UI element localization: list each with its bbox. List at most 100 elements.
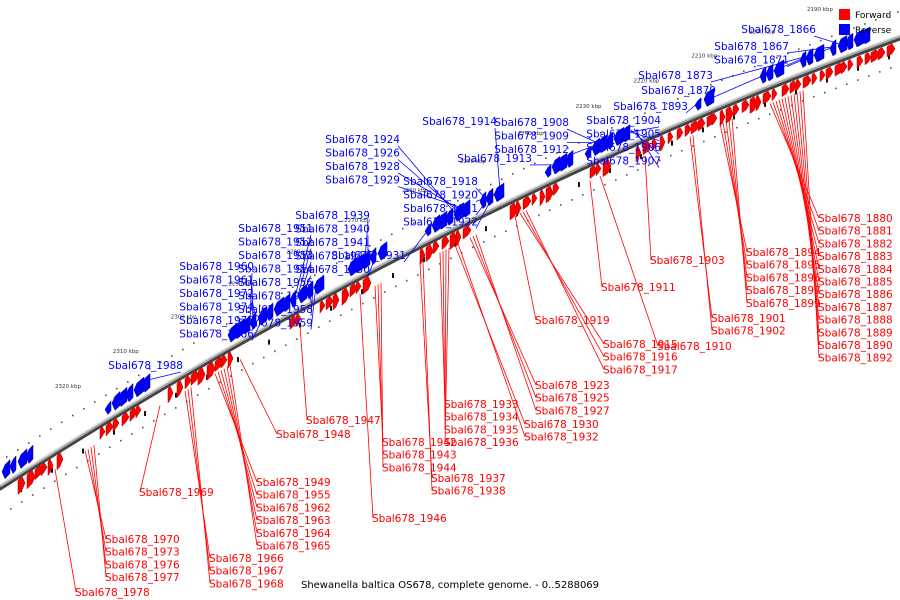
forward-gene-block[interactable]: [762, 90, 772, 105]
reverse-gene-block[interactable]: [297, 283, 308, 304]
reverse-gene-block[interactable]: [445, 207, 454, 226]
forward-gene-block[interactable]: [781, 83, 790, 98]
forward-gene-block[interactable]: [886, 43, 896, 58]
gene-label-sbal678-1886[interactable]: Sbal678_1886: [818, 289, 893, 301]
gene-label-sbal678-1933[interactable]: Sbal678_1933: [444, 399, 519, 411]
reverse-gene-block[interactable]: [437, 210, 448, 230]
reverse-gene-block[interactable]: [104, 400, 112, 415]
reverse-gene-block[interactable]: [265, 302, 274, 322]
forward-gene-block[interactable]: [749, 96, 758, 114]
reverse-gene-block[interactable]: [805, 48, 814, 66]
gene-label-sbal678-1975[interactable]: Sbal678_1975: [179, 315, 254, 327]
reverse-gene-block[interactable]: [233, 318, 245, 340]
forward-gene-block[interactable]: [325, 295, 334, 311]
gene-label-sbal678-1896[interactable]: Sbal678_1896: [746, 272, 821, 284]
gene-label-sbal678-1920[interactable]: Sbal678_1920: [403, 190, 478, 202]
gene-label-sbal678-1948[interactable]: Sbal678_1948: [276, 429, 351, 441]
forward-gene-block[interactable]: [725, 106, 734, 124]
reverse-gene-block[interactable]: [605, 131, 614, 150]
gene-label-sbal678-1923[interactable]: Sbal678_1923: [535, 380, 610, 392]
gene-label-sbal678-1911[interactable]: Sbal678_1911: [601, 282, 676, 294]
forward-gene-block[interactable]: [425, 243, 434, 263]
gene-label-sbal678-1892[interactable]: Sbal678_1892: [818, 353, 893, 365]
reverse-gene-block[interactable]: [1, 459, 11, 480]
gene-label-sbal678-1966[interactable]: Sbal678_1966: [209, 553, 284, 565]
forward-gene-block[interactable]: [595, 163, 602, 177]
forward-gene-block[interactable]: [732, 103, 740, 117]
forward-gene-block[interactable]: [690, 120, 700, 135]
gene-label-sbal678-1929[interactable]: Sbal678_1929: [325, 175, 400, 187]
gene-label-sbal678-1890[interactable]: Sbal678_1890: [818, 340, 893, 352]
gene-label-sbal678-1940[interactable]: Sbal678_1940: [295, 224, 370, 236]
reverse-gene-block[interactable]: [861, 26, 871, 45]
forward-gene-block[interactable]: [840, 61, 848, 75]
forward-gene-block[interactable]: [819, 69, 826, 83]
gene-label-sbal678-1941[interactable]: Sbal678_1941: [295, 237, 370, 249]
reverse-gene-block[interactable]: [424, 222, 432, 237]
forward-gene-block[interactable]: [676, 127, 684, 141]
forward-gene-block[interactable]: [99, 426, 106, 441]
gene-label-sbal678-1949[interactable]: Sbal678_1949: [256, 477, 331, 489]
gene-label-sbal678-1903[interactable]: Sbal678_1903: [650, 255, 725, 267]
forward-gene-block[interactable]: [552, 182, 560, 197]
reverse-gene-block[interactable]: [305, 280, 314, 300]
gene-label-sbal678-1950[interactable]: Sbal678_1950: [295, 264, 370, 276]
forward-gene-block[interactable]: [667, 131, 674, 145]
reverse-gene-block[interactable]: [703, 87, 715, 107]
reverse-gene-block[interactable]: [347, 256, 358, 277]
gene-label-sbal678-1964[interactable]: Sbal678_1964: [256, 528, 331, 540]
gene-label-sbal678-1889[interactable]: Sbal678_1889: [818, 327, 893, 339]
forward-gene-block[interactable]: [651, 138, 658, 152]
gene-label-sbal678-1930[interactable]: Sbal678_1930: [524, 419, 599, 431]
gene-label-sbal678-1907[interactable]: Sbal678_1907: [586, 156, 661, 168]
reverse-gene-block[interactable]: [591, 137, 601, 157]
gene-label-sbal678-1866[interactable]: Sbal678_1866: [741, 24, 816, 36]
reverse-gene-block[interactable]: [227, 322, 238, 343]
reverse-gene-block[interactable]: [584, 145, 592, 160]
gene-label-sbal678-1958[interactable]: Sbal678_1958: [238, 304, 313, 316]
gene-label-sbal678-1952[interactable]: Sbal678_1952: [238, 237, 313, 249]
reverse-gene-block[interactable]: [565, 149, 574, 168]
forward-gene-block[interactable]: [515, 200, 522, 218]
gene-label-sbal678-1970[interactable]: Sbal678_1970: [105, 534, 180, 546]
gene-label-sbal678-1934[interactable]: Sbal678_1934: [444, 412, 519, 424]
forward-gene-block[interactable]: [167, 385, 174, 404]
reverse-gene-block[interactable]: [453, 202, 465, 222]
gene-label-sbal678-1986[interactable]: Sbal678_1986: [179, 329, 254, 341]
gene-label-sbal678-1888[interactable]: Sbal678_1888: [818, 315, 893, 327]
forward-gene-block[interactable]: [789, 80, 798, 94]
gene-label-sbal678-1972[interactable]: Sbal678_1972: [179, 288, 254, 300]
reverse-gene-block[interactable]: [111, 390, 121, 411]
reverse-gene-block[interactable]: [273, 296, 285, 317]
reverse-gene-block[interactable]: [621, 124, 631, 143]
gene-label-sbal678-1894[interactable]: Sbal678_1894: [746, 247, 821, 259]
gene-label-sbal678-1904[interactable]: Sbal678_1904: [586, 115, 661, 127]
gene-label-sbal678-1901[interactable]: Sbal678_1901: [711, 313, 786, 325]
forward-gene-block[interactable]: [802, 74, 812, 89]
gene-label-sbal678-1957[interactable]: Sbal678_1957: [238, 291, 313, 303]
gene-label-sbal678-1962[interactable]: Sbal678_1962: [256, 502, 331, 514]
reverse-gene-block[interactable]: [241, 315, 251, 335]
forward-gene-block[interactable]: [539, 188, 546, 207]
reverse-gene-block[interactable]: [289, 289, 297, 308]
forward-gene-block[interactable]: [47, 457, 54, 477]
gene-label-sbal678-1943[interactable]: Sbal678_1943: [382, 450, 457, 462]
reverse-gene-block[interactable]: [117, 386, 128, 408]
forward-gene-block[interactable]: [17, 475, 26, 496]
reverse-gene-block[interactable]: [125, 383, 134, 403]
reverse-gene-block[interactable]: [369, 246, 377, 265]
gene-label-sbal678-1882[interactable]: Sbal678_1882: [818, 238, 893, 250]
forward-gene-block[interactable]: [105, 421, 114, 437]
gene-label-sbal678-1951[interactable]: Sbal678_1951: [238, 223, 313, 235]
forward-gene-block[interactable]: [449, 231, 458, 251]
forward-gene-block[interactable]: [441, 235, 450, 251]
gene-label-sbal678-1977[interactable]: Sbal678_1977: [105, 572, 180, 584]
gene-label-sbal678-1871[interactable]: Sbal678_1871: [714, 55, 789, 67]
gene-label-sbal678-1978[interactable]: Sbal678_1978: [75, 587, 150, 599]
reverse-gene-block[interactable]: [765, 63, 774, 82]
forward-gene-block[interactable]: [741, 99, 750, 114]
gene-label-sbal678-1935[interactable]: Sbal678_1935: [444, 424, 519, 436]
gene-label-sbal678-1955[interactable]: Sbal678_1955: [256, 490, 331, 502]
forward-gene-block[interactable]: [864, 52, 872, 66]
gene-label-sbal678-1883[interactable]: Sbal678_1883: [818, 251, 893, 263]
